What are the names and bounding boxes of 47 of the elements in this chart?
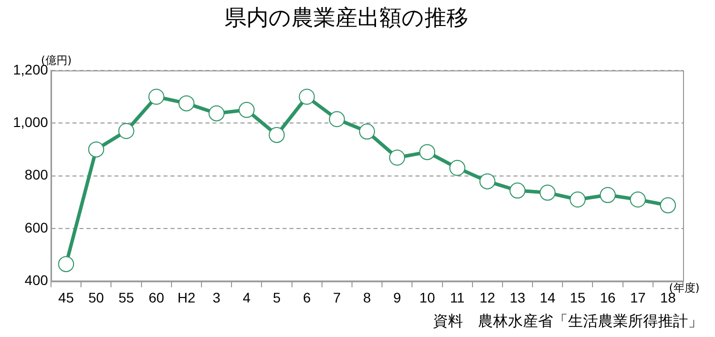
- point: [630, 192, 646, 208]
- point: [208, 105, 225, 122]
- x-tick-label: 7: [333, 289, 342, 306]
- x-tick-label: 60: [148, 289, 164, 306]
- x-tick-label: 3: [212, 289, 221, 306]
- point: [449, 160, 466, 176]
- point: [570, 192, 586, 208]
- point: [479, 173, 496, 190]
- x-tick-label: 16: [600, 289, 616, 306]
- text: 資料 農林水産省「生活農業所得推計」: [433, 312, 703, 331]
- y-tick-label: 400: [24, 272, 48, 288]
- x-tick-label: 6: [302, 289, 311, 306]
- x-tick-label: 9: [393, 289, 402, 306]
- point: [509, 182, 526, 199]
- point: [419, 144, 436, 160]
- point: [58, 256, 74, 272]
- y-tick-label: 800: [24, 166, 48, 183]
- point: [389, 150, 406, 166]
- x-tick-label: 5: [272, 289, 281, 306]
- x-tick-label: 13: [510, 289, 526, 306]
- point: [660, 197, 676, 214]
- point: [328, 111, 345, 128]
- point: [148, 88, 164, 105]
- x-tick-label: 45: [58, 289, 74, 306]
- point: [359, 124, 376, 140]
- x-tick-label: 50: [88, 289, 104, 306]
- point: [298, 88, 315, 105]
- y-tick-label: 1,000: [12, 114, 48, 130]
- point: [118, 123, 134, 140]
- x-tick-label: 8: [363, 289, 372, 306]
- point: [88, 141, 104, 158]
- x-tick-label: 14: [540, 289, 556, 306]
- x-tick-label: 10: [419, 289, 436, 306]
- point: [600, 187, 616, 204]
- x-tick-label: 55: [118, 289, 134, 306]
- x-tick-label: 17: [630, 289, 646, 306]
- x-tick-label: 15: [570, 289, 586, 306]
- point: [268, 126, 285, 143]
- point: [540, 184, 556, 201]
- x-tick-label: 4: [242, 289, 251, 306]
- x-tick-label: 11: [450, 289, 465, 306]
- point: [178, 95, 194, 112]
- x-tick-label: H2: [178, 289, 196, 306]
- chart-title: 県内の農業産出額の推移: [224, 6, 468, 31]
- y-tick-label: 600: [24, 219, 48, 236]
- point: [238, 102, 255, 118]
- x-tick-label: 12: [480, 289, 496, 306]
